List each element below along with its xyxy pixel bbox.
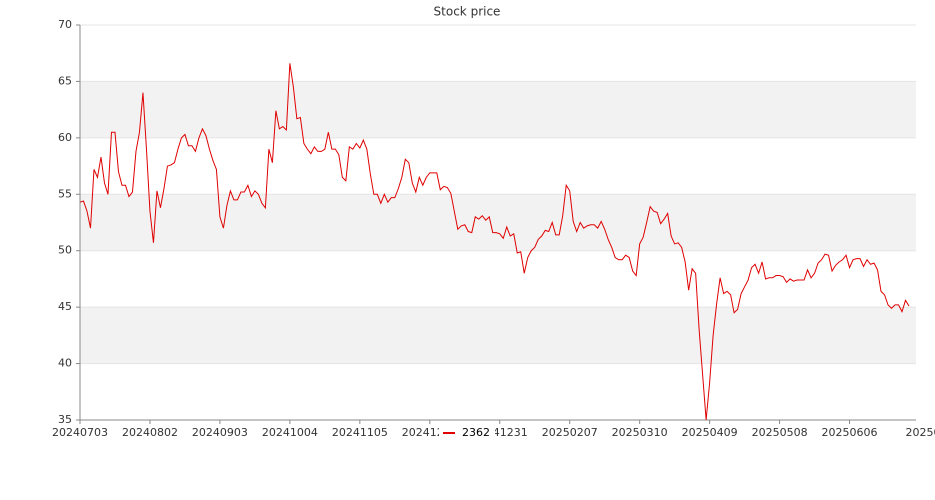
x-tick-label: 20250310: [612, 426, 668, 439]
x-tick-label: 20250409: [682, 426, 738, 439]
x-tick-label: 20240903: [192, 426, 248, 439]
y-tick-label: 35: [58, 413, 72, 426]
x-tick-label: 20241004: [262, 426, 318, 439]
chart-title: Stock price: [434, 5, 501, 19]
legend-box: [439, 425, 495, 441]
x-tick-label: 20250207: [542, 426, 598, 439]
y-tick-label: 50: [58, 244, 72, 257]
y-tick-label: 65: [58, 74, 72, 87]
x-tick-label: 20240802: [122, 426, 178, 439]
y-tick-label: 45: [58, 300, 72, 313]
y-tick-label: 40: [58, 357, 72, 370]
y-tick-label: 55: [58, 187, 72, 200]
y-tick-label: 60: [58, 131, 72, 144]
x-tick-label: 20240703: [52, 426, 108, 439]
grid-band: [80, 194, 916, 251]
x-tick-label: 20250508: [752, 426, 808, 439]
line-series: [79, 63, 910, 421]
grid-band: [80, 81, 916, 138]
x-tick-label: 20241105: [332, 426, 388, 439]
grid-band: [80, 307, 916, 364]
x-tick-label: 20250606: [822, 426, 878, 439]
x-tick-label: 20250708: [905, 426, 935, 439]
legend-label: 2362: [462, 426, 490, 439]
y-tick-label: 70: [58, 18, 72, 31]
